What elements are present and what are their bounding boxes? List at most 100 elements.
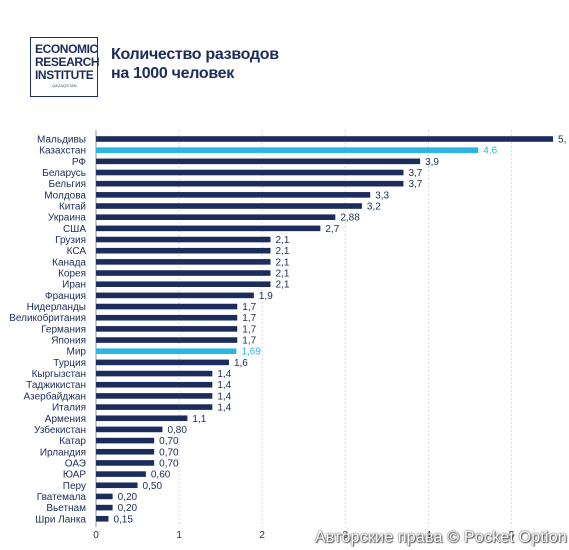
bar xyxy=(96,270,271,276)
x-tick-label: 5 xyxy=(509,530,515,541)
value-labels: 5,4,63,93,73,73,33,22,882,72,12,12,12,12… xyxy=(113,135,566,526)
value-label: 0,80 xyxy=(167,425,187,436)
x-tick-label: 3 xyxy=(343,530,349,541)
logo-line-1: ECONOMIC xyxy=(35,42,98,56)
bars xyxy=(96,136,554,522)
category-label: Украина xyxy=(48,213,87,224)
category-label: Италия xyxy=(52,403,86,414)
category-label: Шри Ланка xyxy=(35,514,86,525)
bar xyxy=(96,247,271,254)
bar xyxy=(96,192,371,198)
bar xyxy=(96,359,229,366)
category-label: США xyxy=(63,224,86,235)
value-label: 3,7 xyxy=(408,168,422,179)
bar xyxy=(96,136,554,142)
category-label: Казахстан xyxy=(39,146,86,157)
bar xyxy=(96,504,113,511)
value-label: 1,7 xyxy=(242,302,256,313)
category-label: Гватемала xyxy=(37,492,87,503)
category-label: Турция xyxy=(53,358,86,369)
category-label: Армения xyxy=(45,414,86,425)
bar xyxy=(96,281,271,288)
bar xyxy=(96,169,404,176)
x-axis-ticks: 0 1 2 3 4 5 xyxy=(93,530,515,541)
bar xyxy=(96,404,213,410)
category-label: Китай xyxy=(59,202,86,213)
value-label: 0,70 xyxy=(159,447,179,458)
category-label: Канада xyxy=(52,257,86,268)
category-label: Корея xyxy=(58,269,86,280)
logo-line-3: INSTITUTE xyxy=(35,68,94,82)
bar xyxy=(96,426,163,433)
bar xyxy=(96,348,237,355)
category-label: Перу xyxy=(63,481,86,492)
category-label: Мальдивы xyxy=(37,135,86,146)
category-label: Мир xyxy=(67,347,87,358)
value-label: 1,7 xyxy=(242,313,256,324)
x-tick-label: 0 xyxy=(93,530,99,541)
logo-line-2: RESEARCH xyxy=(35,55,100,69)
bar xyxy=(96,337,238,343)
value-label: 0,20 xyxy=(118,503,138,514)
category-label: Франция xyxy=(45,291,86,302)
value-label: 3,2 xyxy=(367,202,381,213)
value-label: 2,7 xyxy=(325,224,339,235)
value-label: 1,69 xyxy=(241,347,261,358)
bar xyxy=(96,515,109,522)
category-label: Азербайджан xyxy=(23,390,86,402)
bar xyxy=(96,415,188,422)
category-label: Кыргызстан xyxy=(32,369,86,380)
value-label: 3,3 xyxy=(375,190,389,201)
category-label: Бельгия xyxy=(49,179,87,190)
category-label: Грузия xyxy=(55,235,86,246)
category-label: КСА xyxy=(67,246,87,257)
value-label: 0,70 xyxy=(159,436,179,447)
value-label: 1,4 xyxy=(217,391,231,402)
value-label: 0,15 xyxy=(113,514,133,525)
category-label: Катар xyxy=(59,436,86,447)
value-label: 1,1 xyxy=(192,414,206,425)
value-label: 0,70 xyxy=(159,458,179,469)
bar xyxy=(96,381,213,388)
value-label: 1,9 xyxy=(259,291,273,302)
category-label: Беларусь xyxy=(42,168,86,179)
value-label: 4,6 xyxy=(483,146,497,157)
value-label: 0,20 xyxy=(118,492,138,503)
bar xyxy=(96,180,404,187)
category-label: Великобритания xyxy=(9,312,86,324)
category-label: Вьетнам xyxy=(46,503,86,514)
value-label: 1,4 xyxy=(217,369,231,380)
category-label: ОАЭ xyxy=(65,458,86,469)
value-label: 2,1 xyxy=(276,235,290,246)
category-label: Япония xyxy=(51,336,86,347)
value-label: 1,7 xyxy=(242,324,256,335)
category-label: Иран xyxy=(62,280,86,291)
logo-subtitle: QAZAQSTAN xyxy=(52,84,77,88)
value-label: 2,1 xyxy=(276,246,290,257)
value-label: 2,1 xyxy=(276,257,290,268)
value-label: 5, xyxy=(558,135,566,146)
value-label: 3,7 xyxy=(408,179,422,190)
value-label: 2,1 xyxy=(276,280,290,291)
category-label: ЮАР xyxy=(63,470,86,481)
value-label: 0,60 xyxy=(151,470,171,481)
bar xyxy=(96,259,271,265)
bar xyxy=(96,147,479,153)
category-labels: МальдивыКазахстанРФБеларусьБельгияМолдов… xyxy=(9,135,86,526)
category-label: РФ xyxy=(72,157,87,168)
value-label: 1,6 xyxy=(234,358,248,369)
category-label: Ирландия xyxy=(40,447,86,458)
bar xyxy=(96,460,155,466)
value-label: 1,4 xyxy=(217,403,231,414)
category-label: Таджикистан xyxy=(26,380,86,391)
bar xyxy=(96,314,238,321)
x-tick-label: 1 xyxy=(176,530,182,541)
bar xyxy=(96,482,138,489)
bar xyxy=(96,448,155,455)
bar xyxy=(96,214,336,220)
value-label: 0,50 xyxy=(143,481,163,492)
bar xyxy=(96,393,213,399)
bar xyxy=(96,236,271,243)
value-label: 1,7 xyxy=(242,336,256,347)
